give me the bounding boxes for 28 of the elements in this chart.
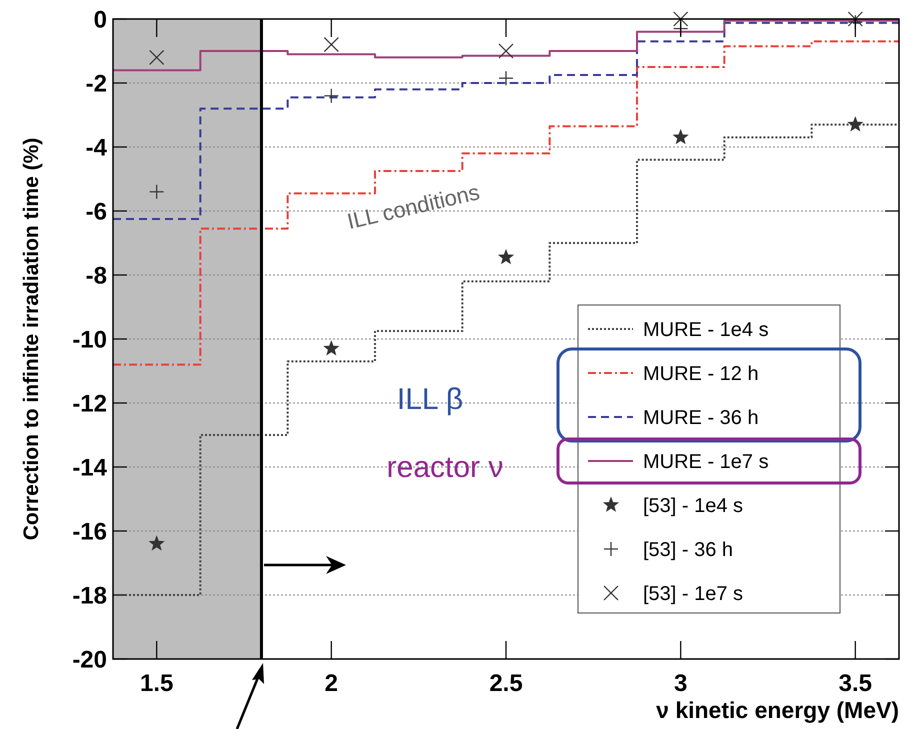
annotation: ILL β bbox=[396, 383, 464, 416]
y-tick-label: -18 bbox=[72, 582, 107, 610]
y-tick-label: 0 bbox=[94, 6, 107, 34]
legend-label: [53] - 1e4 s bbox=[643, 495, 744, 517]
y-tick-label: -10 bbox=[72, 326, 107, 354]
x-tick-label: 2 bbox=[324, 670, 338, 697]
y-tick-label: -16 bbox=[72, 518, 107, 546]
y-tick-label: -14 bbox=[72, 454, 108, 482]
legend-label: [53] - 1e7 s bbox=[643, 583, 744, 605]
y-tick-label: -8 bbox=[86, 262, 107, 290]
x-tick-label: 3.5 bbox=[838, 670, 872, 697]
legend-label: MURE - 1e7 s bbox=[643, 451, 769, 473]
legend-label: MURE - 1e4 s bbox=[643, 319, 769, 341]
y-axis-title: Correction to infinite irradiation time (%) bbox=[20, 138, 43, 540]
legend-label: MURE - 36 h bbox=[643, 407, 759, 429]
y-tick-label: -4 bbox=[86, 134, 108, 162]
x-tick-label: 1.5 bbox=[140, 670, 174, 697]
annotation: ILL conditions bbox=[344, 179, 482, 234]
y-tick-label: -12 bbox=[72, 390, 107, 418]
annotation: reactor ν bbox=[386, 451, 504, 484]
legend-label: [53] - 36 h bbox=[643, 539, 734, 561]
y-tick-label: -20 bbox=[72, 646, 107, 674]
legend-label: MURE - 12 h bbox=[643, 363, 759, 385]
x-axis-title: ν kinetic energy (MeV) bbox=[656, 697, 899, 723]
y-tick-label: -2 bbox=[86, 70, 107, 98]
x-tick-label: 3 bbox=[674, 670, 688, 697]
y-tick-label: -6 bbox=[86, 198, 107, 226]
x-tick-label: 2.5 bbox=[489, 670, 523, 697]
